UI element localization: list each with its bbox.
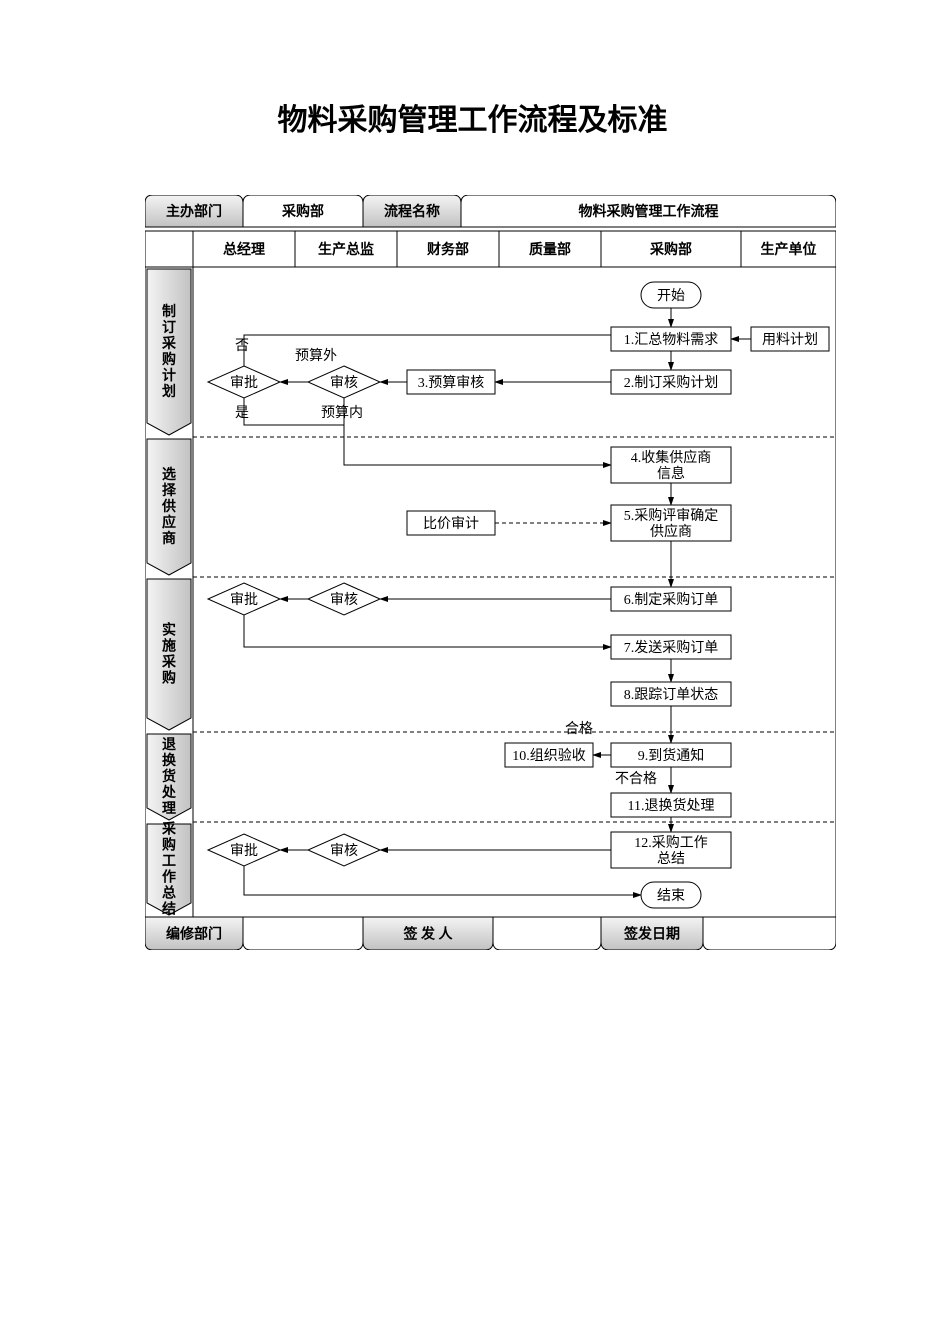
process-label: 总结: [657, 851, 685, 867]
phase-label: 作: [162, 869, 176, 886]
phase-label: 结: [162, 901, 176, 918]
phase-label: 购: [162, 670, 176, 687]
phase-label: 处: [161, 784, 177, 801]
phase-label: 实: [162, 622, 176, 639]
free-label: 不合格: [615, 771, 657, 787]
process-label: 2.制订采购计划: [624, 375, 719, 391]
process-label: 11.退换货处理: [628, 797, 715, 814]
decision-label: 审批: [230, 843, 258, 859]
lane-label: 生产单位: [761, 241, 817, 258]
footer-label: 签发日期: [623, 926, 680, 943]
footer-cell: [703, 917, 836, 950]
footer-label: 签 发 人: [403, 926, 454, 943]
free-label: 否: [235, 339, 249, 354]
process-label: 比价审计: [423, 516, 479, 532]
free-label: 是: [235, 406, 249, 421]
phase-label: 理: [162, 801, 176, 817]
phase-label: 商: [162, 530, 176, 547]
process-label: 4.收集供应商: [631, 449, 712, 466]
footer-label: 编修部门: [166, 926, 222, 943]
process-label: 5.采购评审确定: [624, 508, 719, 524]
free-label: 合格: [565, 721, 593, 737]
lane-label: 财务部: [426, 241, 469, 258]
phase-label: 购: [162, 837, 176, 854]
page: 物料采购管理工作流程及标准 主办部门采购部流程名称物料采购管理工作流程总经理生产…: [0, 0, 945, 1337]
footer-cell: [493, 917, 601, 950]
phase-label: 工: [162, 855, 176, 870]
phase-label: 划: [162, 383, 176, 400]
phase-chevron: [147, 269, 191, 435]
lane-label: 生产总监: [318, 241, 374, 258]
phase-label: 购: [162, 351, 176, 368]
terminator-label: 开始: [657, 288, 685, 304]
free-label: 预算内: [321, 405, 363, 421]
header-label: 采购部: [281, 203, 324, 220]
process-label: 10.组织验收: [512, 748, 586, 764]
phase-label: 选: [162, 466, 176, 483]
phase-label: 供: [161, 498, 176, 515]
process-label: 12.采购工作: [634, 835, 708, 851]
process-label: 1.汇总物料需求: [624, 332, 719, 348]
phase-label: 制: [162, 303, 176, 320]
phase-label: 采: [161, 821, 177, 838]
phase-label: 货: [161, 768, 176, 785]
diagram-frame: 主办部门采购部流程名称物料采购管理工作流程总经理生产总监财务部质量部采购部生产单…: [145, 195, 836, 950]
lane-label: 质量部: [529, 241, 571, 258]
phase-label: 总: [162, 885, 176, 902]
page-title: 物料采购管理工作流程及标准: [0, 95, 945, 139]
phase-chevron: [147, 579, 191, 730]
process-label: 7.发送采购订单: [624, 640, 719, 656]
process-label: 9.到货通知: [638, 747, 705, 764]
process-label: 用料计划: [762, 332, 818, 348]
phase-label: 订: [162, 319, 176, 336]
process-label: 供应商: [650, 523, 692, 540]
phase-label: 退: [162, 737, 176, 753]
process-label: 8.跟踪订单状态: [624, 687, 719, 703]
lane-label: 采购部: [649, 241, 692, 258]
footer-cell: [243, 917, 363, 950]
flowchart-svg: 主办部门采购部流程名称物料采购管理工作流程总经理生产总监财务部质量部采购部生产单…: [145, 195, 836, 950]
process-label: 6.制定采购订单: [624, 592, 719, 608]
free-label: 预算外: [295, 348, 337, 364]
lane-label: 总经理: [223, 241, 265, 258]
decision-label: 审核: [330, 592, 358, 608]
phase-label: 采: [161, 654, 177, 671]
phase-label: 换: [162, 752, 177, 769]
terminator-label: 结束: [657, 888, 685, 904]
phase-label: 择: [162, 482, 177, 499]
header-label: 流程名称: [384, 203, 440, 220]
phase-label: 计: [162, 367, 176, 384]
process-label: 3.预算审核: [418, 375, 485, 391]
decision-label: 审批: [230, 375, 258, 391]
header-label: 主办部门: [166, 203, 222, 220]
phase-label: 施: [162, 638, 176, 655]
phase-label: 采: [161, 335, 177, 352]
decision-label: 审核: [330, 375, 358, 391]
decision-label: 审批: [230, 592, 258, 608]
phase-label: 应: [162, 514, 176, 531]
process-label: 信息: [657, 465, 685, 482]
decision-label: 审核: [330, 843, 358, 859]
header-label: 物料采购管理工作流程: [579, 203, 719, 220]
